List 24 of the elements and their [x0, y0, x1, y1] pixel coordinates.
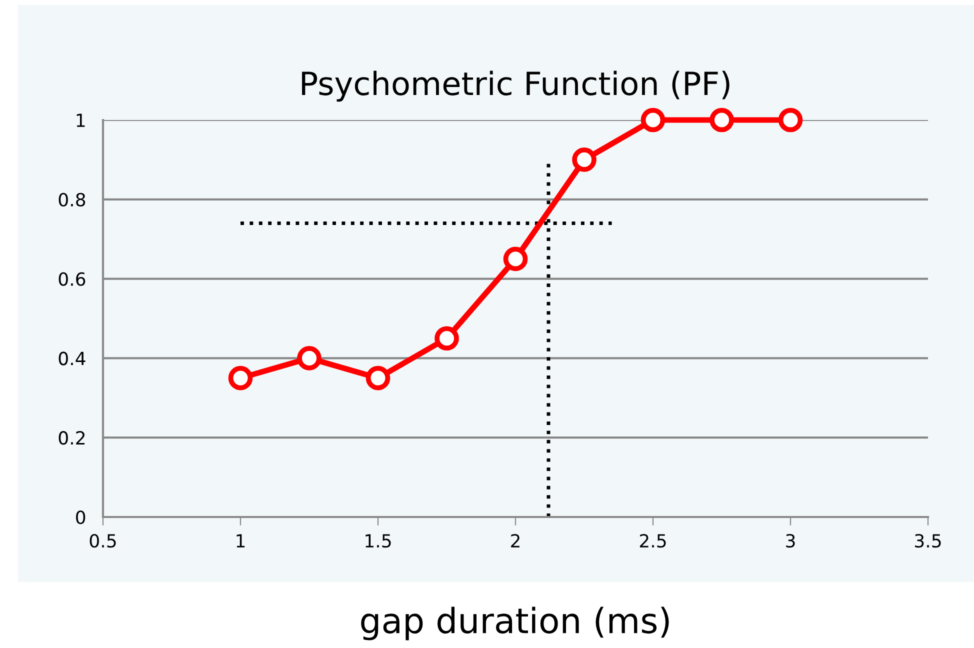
point [434, 326, 459, 350]
y-tick-label: 0.8 [58, 192, 86, 207]
point [640, 108, 666, 132]
chart-title: Psychometric Function (PF) [302, 70, 730, 102]
point [297, 346, 322, 370]
point [710, 108, 734, 132]
point [366, 366, 390, 390]
y-tick-label: 0.2 [58, 431, 85, 445]
x-tick-label: 0.5 [90, 534, 116, 548]
y-tick-label: 0.4 [58, 352, 86, 366]
y-tick-label: 0.6 [58, 272, 86, 286]
x-tick-label: 3 [786, 534, 795, 548]
point [778, 108, 803, 132]
x-tick-label: 3.5 [915, 534, 941, 548]
y-tick-label: 1 [76, 114, 85, 127]
x-tick-label: 1 [236, 534, 245, 548]
x-tick-label: 1.5 [366, 534, 391, 548]
x-tick-label: 2.5 [640, 534, 666, 548]
y-tick-label: 0 [76, 510, 86, 524]
point [228, 366, 253, 390]
point [503, 246, 528, 272]
x-tick-label: 2 [511, 534, 520, 548]
x-axis-title: gap duration (ms) [361, 606, 669, 640]
point [572, 148, 596, 172]
